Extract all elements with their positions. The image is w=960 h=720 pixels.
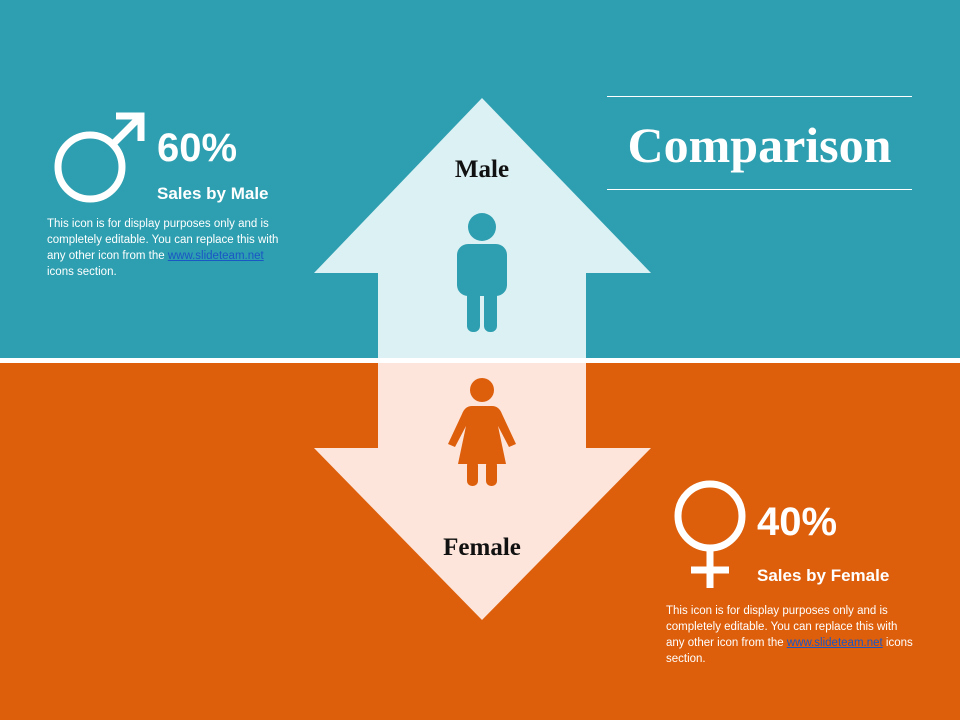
female-desc-tail: icons section. [666,637,913,665]
male-arrow-label: Male [454,156,510,183]
female-symbol-icon [674,480,746,588]
female-desc-link[interactable]: www.slideteam.net [786,637,883,649]
title-box: Comparison [607,96,912,190]
female-description: This icon is for display purposes only a… [666,603,916,667]
woman-figure-icon [448,378,516,486]
male-symbol-icon [54,112,145,203]
female-desc-text: This icon is for display purposes only a… [666,605,898,649]
man-figure-icon [457,213,507,332]
male-desc-tail: icons section. [47,266,117,278]
male-subtitle: Sales by Male [157,184,269,203]
male-description: This icon is for display purposes only a… [47,216,287,280]
female-arrow-label: Female [443,534,521,561]
down-arrow [314,363,651,620]
male-desc-link[interactable]: www.slideteam.net [167,250,264,262]
page-title: Comparison [627,117,892,173]
male-percent: 60% [157,126,238,170]
female-subtitle: Sales by Female [757,566,890,585]
female-percent: 40% [757,500,838,544]
panel-divider [0,358,960,363]
male-desc-text: This icon is for display purposes only a… [47,218,279,262]
